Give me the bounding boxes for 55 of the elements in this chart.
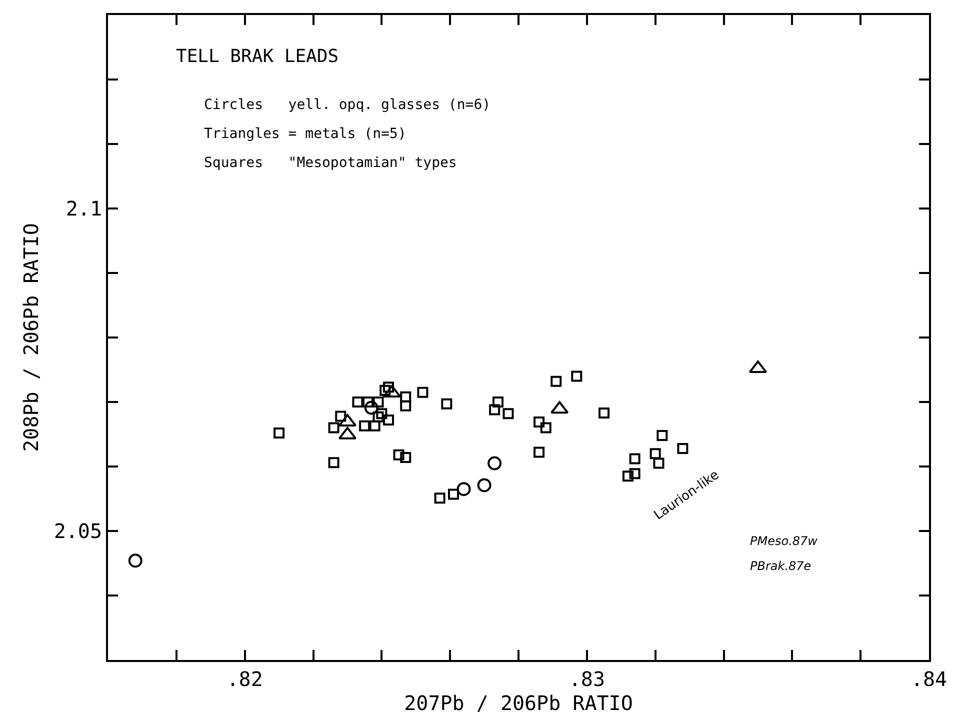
y-axis-title: 208Pb / 206Pb RATIO [18,223,43,452]
point [650,448,661,460]
point [550,376,562,387]
y-tick-label: 2.05 [54,519,102,543]
point [376,408,388,420]
point [128,554,142,568]
point [380,384,391,396]
point [456,482,471,496]
point [488,456,502,470]
point [489,404,500,416]
x-tick-label: .84 [910,667,948,691]
point [417,386,428,398]
point [677,442,688,454]
point [372,396,384,408]
point [400,452,412,463]
point [369,420,380,432]
x-tick-label: .83 [568,667,605,691]
point [364,400,378,415]
point [362,396,374,408]
y-tick-label: 2.1 [66,196,102,220]
annotation: PBrak.87e [750,559,812,573]
annotation: TELL BRAK LEADS [176,46,339,67]
point [328,457,340,468]
point [534,416,545,428]
point [383,414,394,426]
point [477,478,492,492]
annotation: PMeso.87w [750,534,818,548]
point [534,446,545,458]
point [274,427,285,438]
point [441,398,452,410]
x-axis-title: 207Pb / 206Pb RATIO [404,691,633,715]
point [653,458,664,469]
point [492,396,504,408]
point [622,470,634,482]
point [598,407,610,418]
point [400,400,412,412]
point [328,422,340,434]
point [448,488,459,500]
point [352,396,364,408]
point [656,430,668,442]
point [393,449,404,460]
point [502,408,514,420]
point [372,411,384,422]
annotation: Circles yell. opq. glasses (n=6) [204,97,491,113]
point [629,468,640,480]
point [571,370,582,382]
point [400,391,412,402]
annotation: Triangles = metals (n=5) [204,126,406,142]
point [359,420,370,432]
annotation: Squares "Mesopotamian" types [204,155,457,171]
x-tick-label: .82 [226,667,263,691]
point [629,453,640,464]
point [434,492,446,504]
point [335,410,346,422]
point [540,422,552,434]
